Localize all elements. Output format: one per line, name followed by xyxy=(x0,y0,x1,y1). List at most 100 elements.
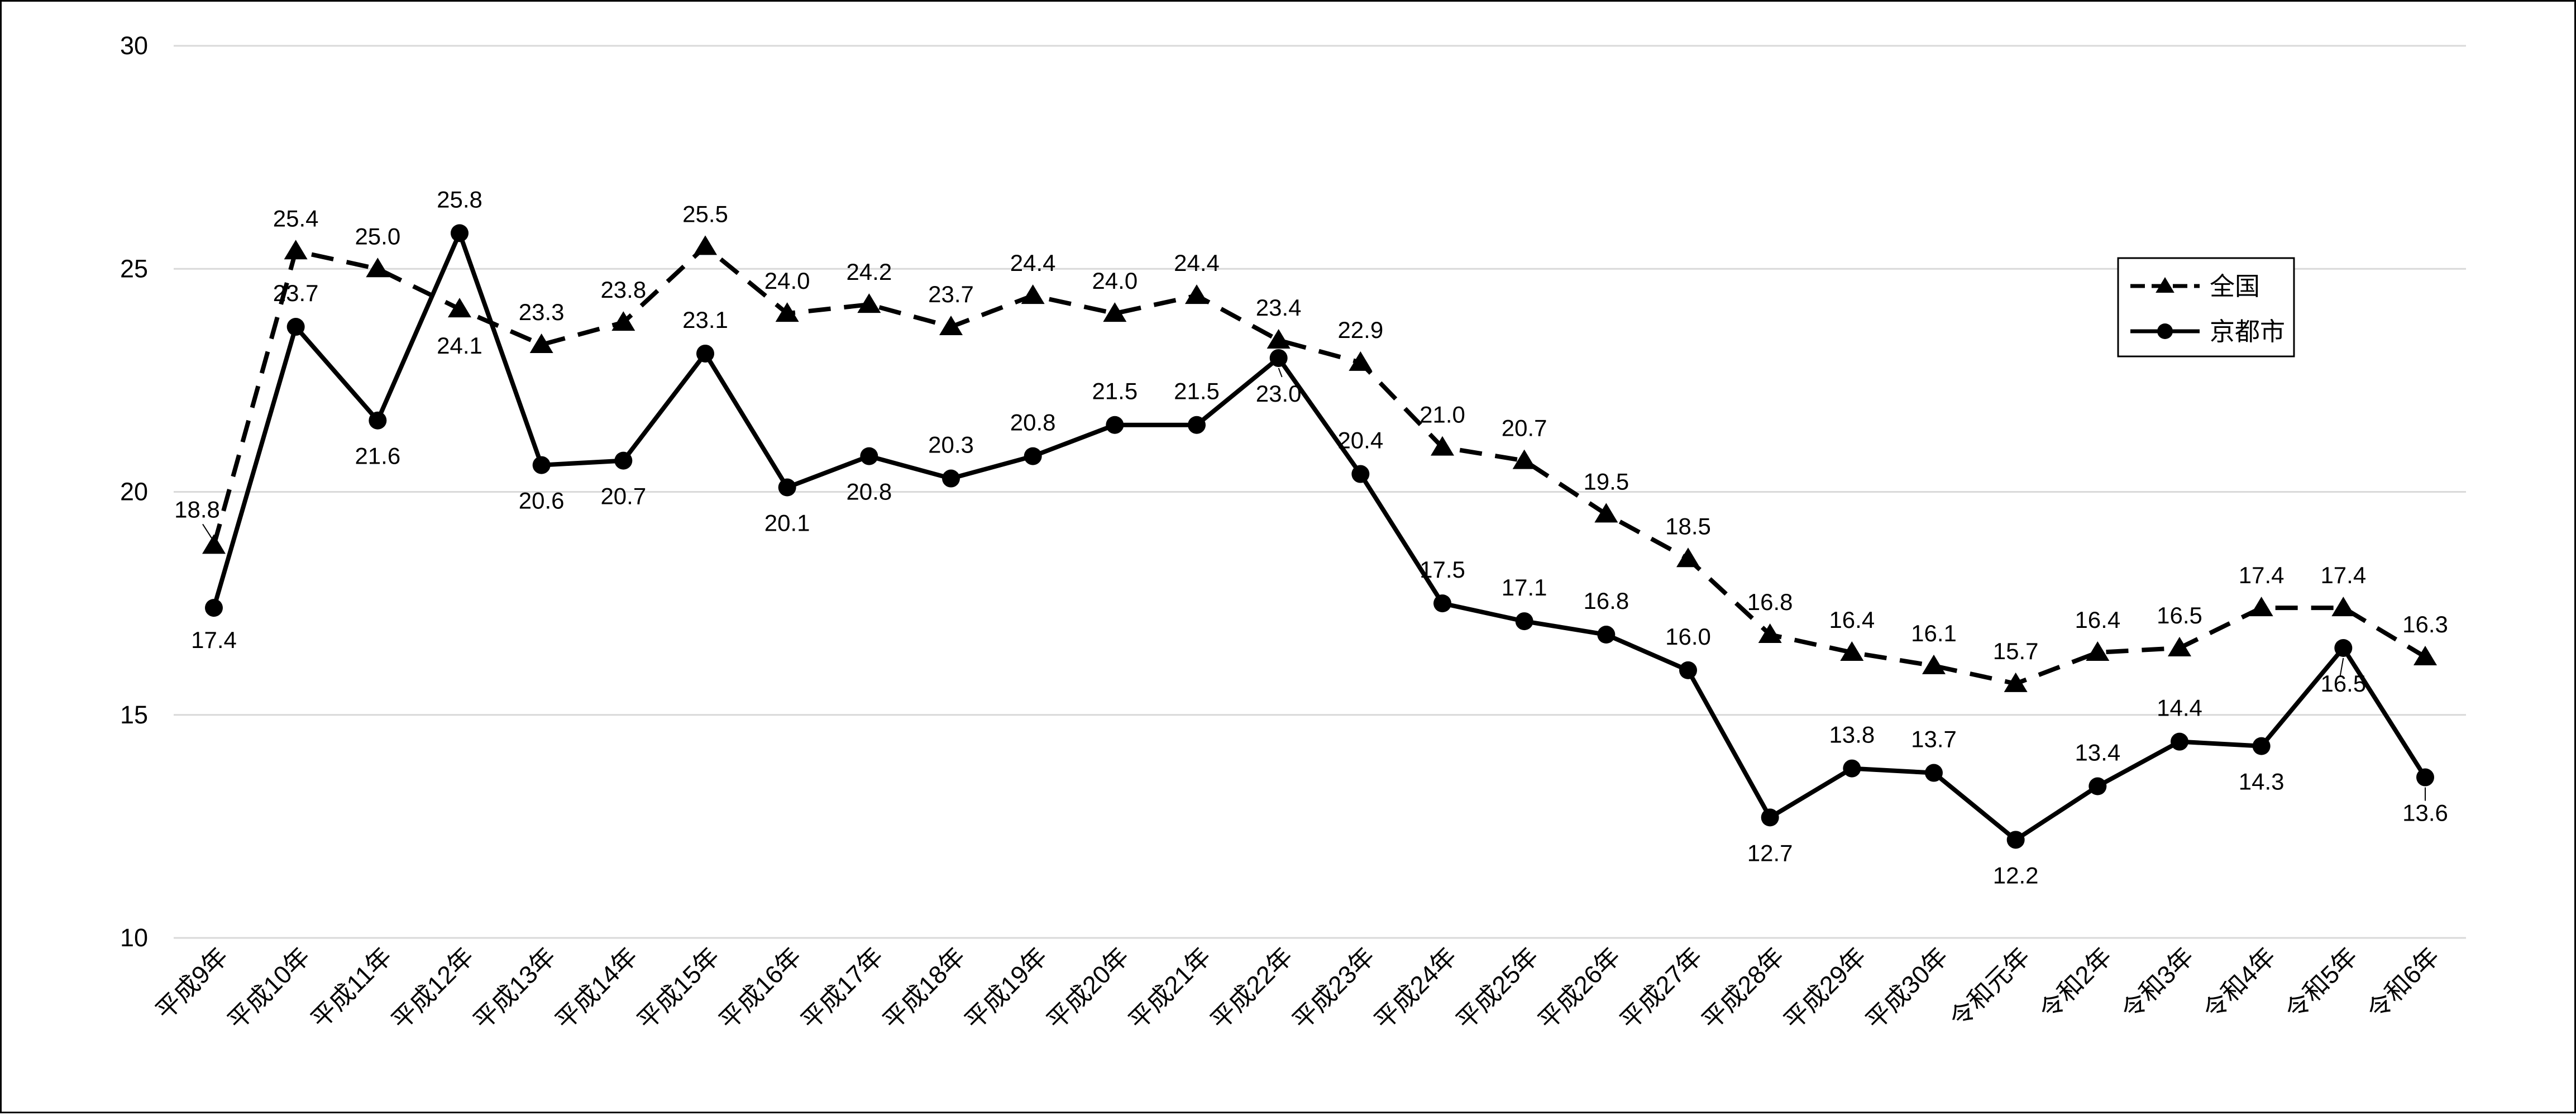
legend-label-national: 全国 xyxy=(2210,272,2260,301)
x-tick-label: 平成29年 xyxy=(1778,942,1871,1035)
series-line-national xyxy=(212,244,2427,686)
national-data-label: 17.4 xyxy=(2239,562,2285,588)
kyoto-data-label: 20.1 xyxy=(764,510,810,536)
kyoto-data-label: 14.3 xyxy=(2239,769,2285,795)
national-data-label: 24.0 xyxy=(1092,268,1138,294)
x-tick-label: 平成13年 xyxy=(468,942,561,1035)
series-line-kyoto xyxy=(212,231,2427,842)
kyoto-data-label: 23.0 xyxy=(1256,380,1302,407)
kyoto-data-label: 23.7 xyxy=(273,280,319,306)
kyoto-data-label: 20.3 xyxy=(928,432,974,458)
y-axis: 10 15 20 25 30 xyxy=(120,31,148,952)
kyoto-point xyxy=(2006,831,2025,849)
national-data-label: 15.7 xyxy=(1993,638,2039,664)
national-point xyxy=(857,293,881,313)
x-tick-label: 令和3年 xyxy=(2116,942,2199,1025)
x-tick-label: 平成26年 xyxy=(1532,942,1626,1035)
national-point xyxy=(775,302,799,322)
national-point xyxy=(611,311,635,331)
national-point xyxy=(2249,597,2273,617)
x-tick-label: 令和元年 xyxy=(1944,942,2035,1033)
national-point xyxy=(284,240,308,260)
national-point xyxy=(1349,351,1373,371)
kyoto-point xyxy=(1024,447,1042,465)
national-point xyxy=(694,235,717,255)
x-axis: 平成9年平成10年平成11年平成12年平成13年平成14年平成15年平成16年平… xyxy=(150,942,2445,1035)
national-data-label: 16.5 xyxy=(2157,602,2202,628)
kyoto-data-label: 17.4 xyxy=(191,627,237,653)
kyoto-point xyxy=(2334,638,2353,657)
x-tick-label: 平成16年 xyxy=(714,942,807,1035)
national-data-label: 23.4 xyxy=(1256,294,1302,321)
y-tick-label: 30 xyxy=(120,31,148,60)
national-data-label: 18.5 xyxy=(1665,513,1711,539)
national-data-label: 24.2 xyxy=(846,259,892,285)
x-tick-label: 平成24年 xyxy=(1369,942,1462,1035)
national-point xyxy=(1267,329,1291,349)
kyoto-data-label: 12.7 xyxy=(1747,840,1793,866)
national-point xyxy=(1922,654,1946,674)
data-labels: 18.8 25.4 25.0 24.1 23.3 23.8 25.5 24.0 24.2 23.7… xyxy=(174,186,2448,888)
national-point xyxy=(2086,641,2110,661)
kyoto-point xyxy=(1351,465,1370,483)
kyoto-data-label: 17.5 xyxy=(1420,556,1465,583)
kyoto-point xyxy=(1761,808,1779,827)
national-point xyxy=(2004,672,2028,692)
national-point xyxy=(2331,597,2355,617)
national-point xyxy=(1594,503,1618,523)
kyoto-point xyxy=(2088,777,2107,795)
national-data-label: 24.4 xyxy=(1174,250,1220,276)
national-data-label: 23.8 xyxy=(600,277,646,303)
gridlines xyxy=(174,45,2466,939)
x-tick-label: 令和4年 xyxy=(2198,942,2281,1025)
kyoto-point xyxy=(1843,759,1861,778)
national-point xyxy=(1758,623,1782,644)
national-data-label: 23.7 xyxy=(928,281,974,307)
kyoto-data-label: 21.5 xyxy=(1092,378,1138,404)
kyoto-point xyxy=(2416,768,2434,787)
kyoto-point xyxy=(1679,661,1697,679)
kyoto-data-label: 21.6 xyxy=(355,443,400,469)
kyoto-point xyxy=(205,599,223,617)
legend-label-kyoto: 京都市 xyxy=(2210,317,2285,346)
x-tick-label: 平成14年 xyxy=(549,942,643,1035)
kyoto-point xyxy=(2171,732,2188,751)
kyoto-data-label: 13.8 xyxy=(1829,722,1875,748)
x-tick-label: 平成11年 xyxy=(305,942,398,1034)
x-tick-label: 平成12年 xyxy=(386,942,479,1035)
kyoto-point xyxy=(942,469,960,488)
national-data-label: 16.4 xyxy=(1829,607,1875,633)
legend-box xyxy=(2117,257,2295,358)
x-tick-label: 令和6年 xyxy=(2362,942,2445,1025)
kyoto-point xyxy=(1597,626,1616,644)
legend-marker-kyoto xyxy=(2157,323,2173,339)
kyoto-data-label: 21.5 xyxy=(1174,378,1220,404)
x-tick-label: 平成18年 xyxy=(877,942,971,1035)
kyoto-point xyxy=(369,411,387,430)
kyoto-point xyxy=(1188,416,1206,434)
kyoto-data-label: 20.8 xyxy=(846,479,892,505)
national-data-label: 23.3 xyxy=(519,299,565,325)
x-tick-label: 平成19年 xyxy=(959,942,1053,1035)
kyoto-data-label: 16.8 xyxy=(1583,588,1629,614)
kyoto-point xyxy=(1515,612,1533,631)
series xyxy=(202,224,2437,849)
kyoto-point xyxy=(532,456,551,474)
national-data-label: 24.1 xyxy=(437,332,482,359)
x-tick-label: 平成27年 xyxy=(1614,942,1708,1035)
kyoto-data-label: 23.1 xyxy=(682,307,728,333)
y-tick-label: 25 xyxy=(120,254,148,283)
national-data-label: 16.8 xyxy=(1747,589,1793,615)
kyoto-data-label: 20.8 xyxy=(1010,409,1056,436)
national-data-label: 25.5 xyxy=(682,201,728,227)
label-leader-line xyxy=(202,523,213,540)
kyoto-data-label: 17.1 xyxy=(1502,574,1547,601)
national-point xyxy=(1021,284,1045,304)
label-leader-line xyxy=(2339,657,2344,678)
kyoto-data-label: 14.4 xyxy=(2157,695,2202,721)
y-tick-label: 10 xyxy=(120,923,148,952)
kyoto-point xyxy=(1925,764,1943,782)
national-data-label: 22.9 xyxy=(1337,317,1383,343)
